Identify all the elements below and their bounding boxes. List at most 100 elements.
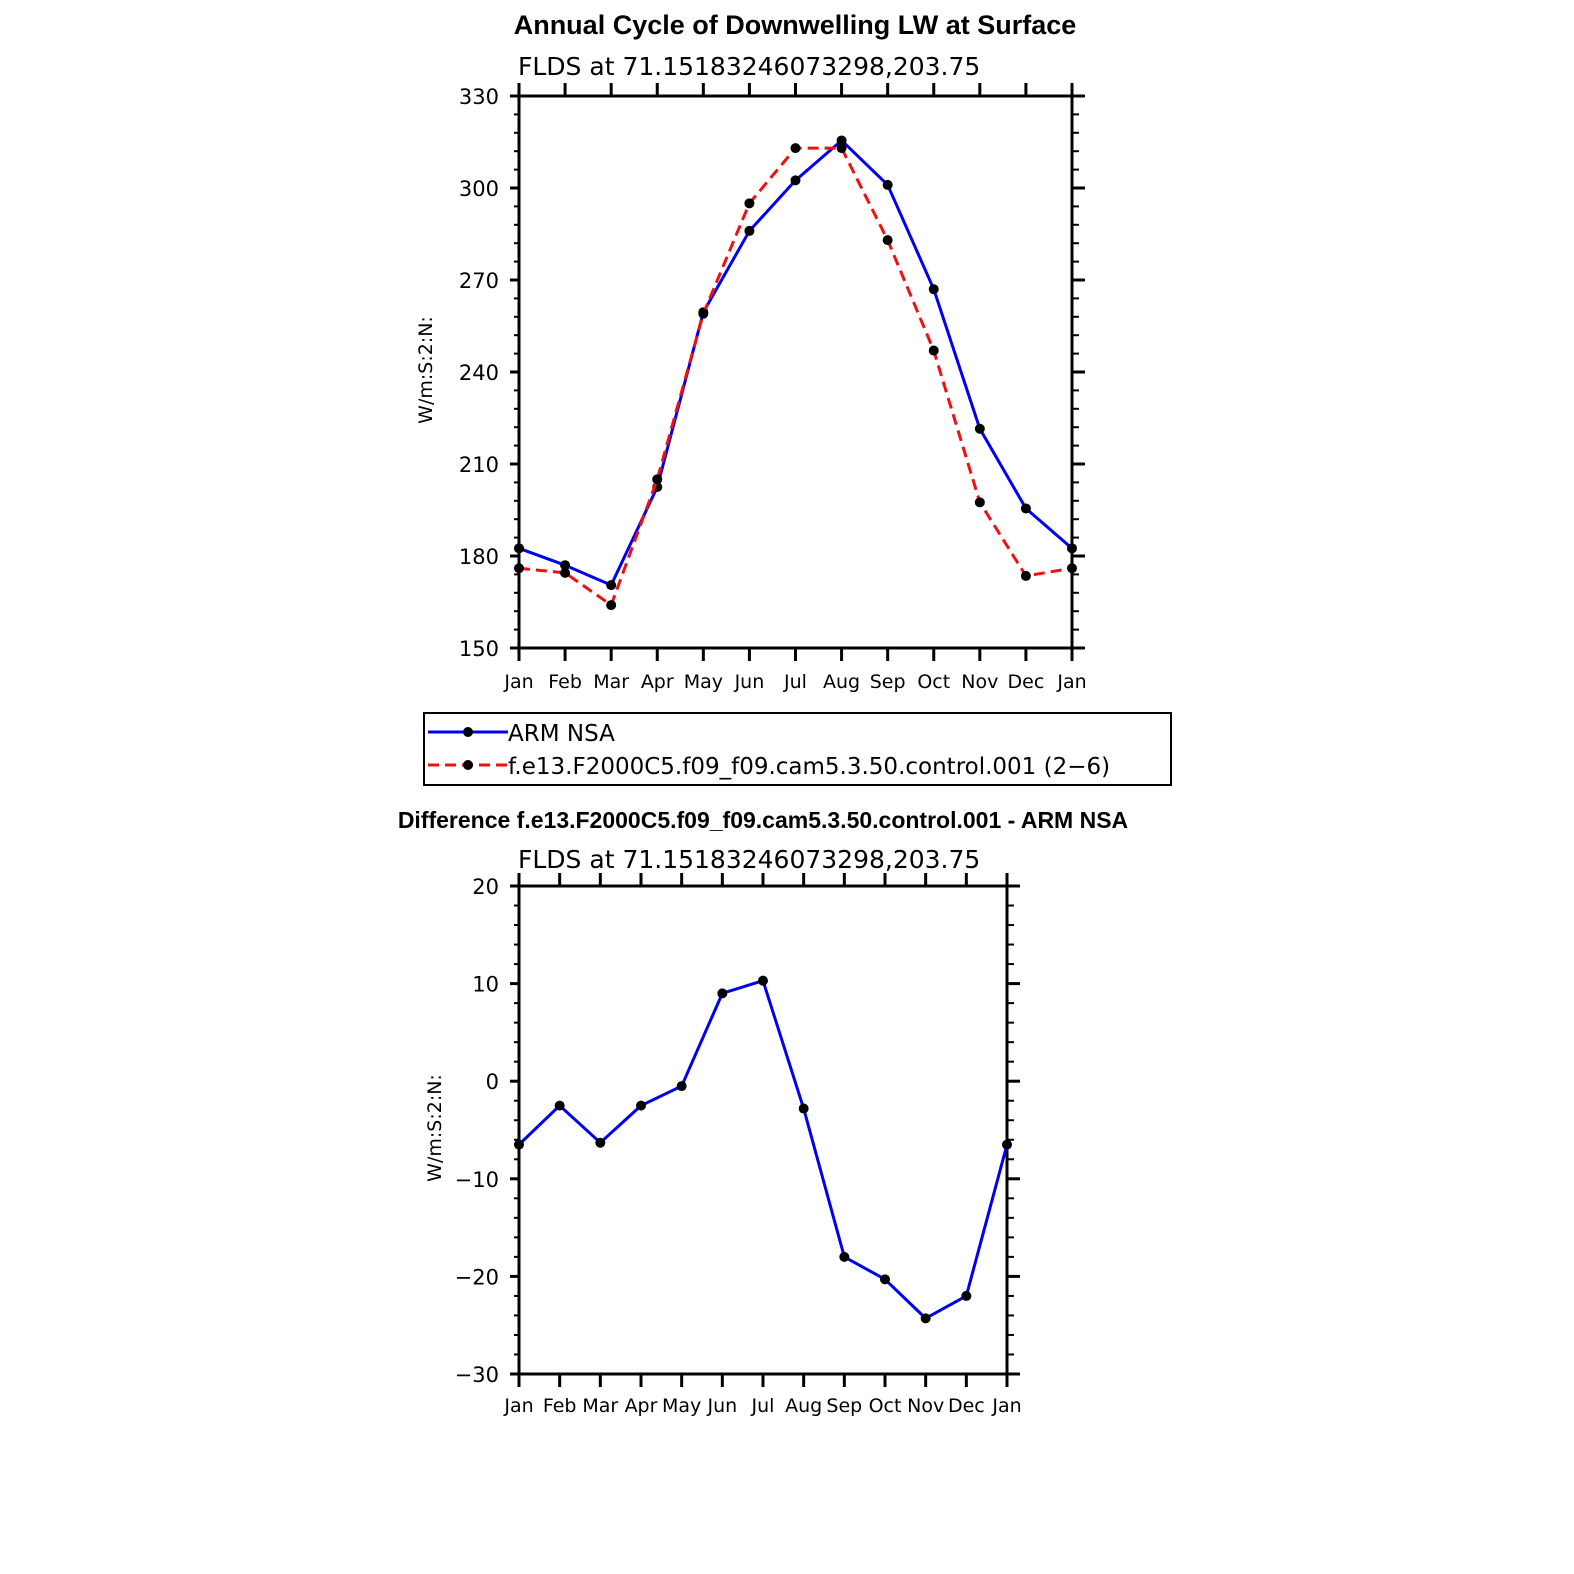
data-point [836, 135, 847, 146]
x-tick-label: Nov [961, 671, 998, 693]
y-tick-label: 270 [459, 269, 499, 293]
y-tick-label: 180 [459, 545, 499, 569]
x-tick-label: Nov [907, 1395, 944, 1417]
x-tick-label: May [662, 1395, 701, 1417]
x-tick-label: Aug [785, 1395, 822, 1417]
x-tick-label: Sep [826, 1395, 862, 1417]
data-point [744, 198, 755, 209]
y-tick-label: 210 [459, 453, 499, 477]
y-tick-label: 150 [459, 637, 499, 661]
data-point [928, 284, 939, 295]
chart2-x-tick-labels: Jan Feb Mar Apr May Jun Jul Aug Sep Oct Nov Dec Jan [503, 1395, 1021, 1417]
data-point [974, 423, 985, 434]
data-point [514, 543, 524, 554]
x-tick-label: Dec [1008, 671, 1045, 693]
chart1-subtitle: FLDS at 71.15183246073298,203.75 [518, 52, 980, 81]
chart2-y-tick-labels: −30 −20 −10 0 10 20 [455, 875, 499, 1387]
data-point [1020, 570, 1031, 581]
data-point [758, 975, 768, 986]
data-point [652, 474, 663, 485]
x-tick-label: Apr [641, 671, 674, 693]
chart1-title: Annual Cycle of Downwelling LW at Surfac… [514, 10, 1077, 40]
x-tick-label: Jan [503, 1395, 533, 1417]
legend-box [423, 712, 1172, 786]
data-point [920, 1313, 931, 1324]
data-point [514, 1139, 524, 1150]
x-tick-label: Sep [870, 671, 906, 693]
chart1-x-tick-labels: Jan Feb Mar Apr May Jun Jul Aug Sep Oct Nov Dec Jan [503, 671, 1086, 693]
x-tick-label: Mar [593, 671, 629, 693]
data-point [798, 1103, 809, 1114]
data-point [928, 345, 939, 356]
series-line-model [518, 146, 1073, 607]
data-point [554, 1100, 565, 1111]
data-point [1002, 1139, 1012, 1150]
data-point [514, 563, 524, 574]
legend-label-model: f.e13.F2000C5.f09_f09.cam5.3.50.control.… [508, 754, 1110, 780]
x-tick-label: Apr [625, 1395, 658, 1417]
legend-label-obs: ARM NSA [508, 721, 615, 747]
chart1-series [514, 135, 1077, 611]
y-tick-label: 20 [472, 875, 499, 899]
data-point [744, 225, 755, 236]
chart2-title: Difference f.e13.F2000C5.f09_f09.cam5.3.… [398, 807, 1128, 833]
legend-marker-model [463, 760, 473, 770]
x-tick-label: Jan [1056, 671, 1086, 693]
data-point [560, 567, 571, 578]
x-tick-label: Jun [706, 1395, 737, 1417]
x-tick-label: Jan [503, 671, 533, 693]
data-point [1020, 503, 1031, 514]
y-tick-label: 240 [459, 361, 499, 385]
chart1-legend: ARM NSA f.e13.F2000C5.f09_f09.cam5.3.50.… [423, 712, 1172, 786]
x-tick-label: May [684, 671, 723, 693]
data-point [974, 497, 985, 508]
y-tick-label: 300 [459, 177, 499, 201]
data-point [790, 175, 801, 186]
chart1-y-axis-label: W/m:S:2:N: [415, 316, 437, 424]
data-point [961, 1290, 972, 1301]
data-point [836, 143, 847, 154]
x-tick-label: Feb [543, 1395, 577, 1417]
data-point [790, 143, 801, 154]
chart2-plot-frame [517, 884, 1009, 1376]
chart1-y-tick-labels: 150 180 210 240 270 300 330 [459, 85, 499, 661]
chart2-subtitle: FLDS at 71.15183246073298,203.75 [518, 845, 980, 874]
x-tick-label: Jan [991, 1395, 1021, 1417]
legend-marker-obs [463, 727, 473, 737]
series-line-obs [517, 979, 1009, 1320]
x-tick-label: Jun [734, 671, 765, 693]
annual-cycle-chart: Annual Cycle of Downwelling LW at Surfac… [415, 10, 1172, 786]
chart2-y-axis-label: W/m:S:2:N: [424, 1074, 446, 1182]
x-tick-label: Mar [582, 1395, 618, 1417]
difference-chart: Difference f.e13.F2000C5.f09_f09.cam5.3.… [398, 807, 1128, 1417]
y-tick-label: 0 [486, 1070, 499, 1094]
data-point [1067, 543, 1077, 554]
data-point [606, 580, 617, 591]
data-point [676, 1081, 687, 1092]
data-point [595, 1137, 606, 1148]
data-point [882, 179, 893, 190]
x-tick-label: Aug [823, 671, 860, 693]
data-point [1067, 563, 1077, 574]
y-tick-label: 330 [459, 85, 499, 109]
data-point [636, 1100, 646, 1111]
x-tick-label: Feb [548, 671, 582, 693]
x-tick-label: Dec [948, 1395, 985, 1417]
chart2-series [514, 975, 1012, 1324]
data-point [839, 1251, 850, 1262]
y-tick-label: −20 [455, 1265, 499, 1289]
chart1-ticks [510, 83, 1085, 661]
chart2-ticks [510, 873, 1020, 1387]
x-tick-label: Jul [783, 671, 807, 693]
data-point [880, 1274, 890, 1285]
x-tick-label: Jul [751, 1395, 775, 1417]
data-point [882, 235, 893, 246]
x-tick-label: Oct [917, 671, 950, 693]
data-point [560, 560, 571, 571]
y-tick-label: 10 [472, 973, 499, 997]
y-tick-label: −10 [455, 1168, 499, 1192]
data-point [717, 988, 728, 999]
data-point [606, 600, 617, 611]
data-point [698, 308, 709, 319]
